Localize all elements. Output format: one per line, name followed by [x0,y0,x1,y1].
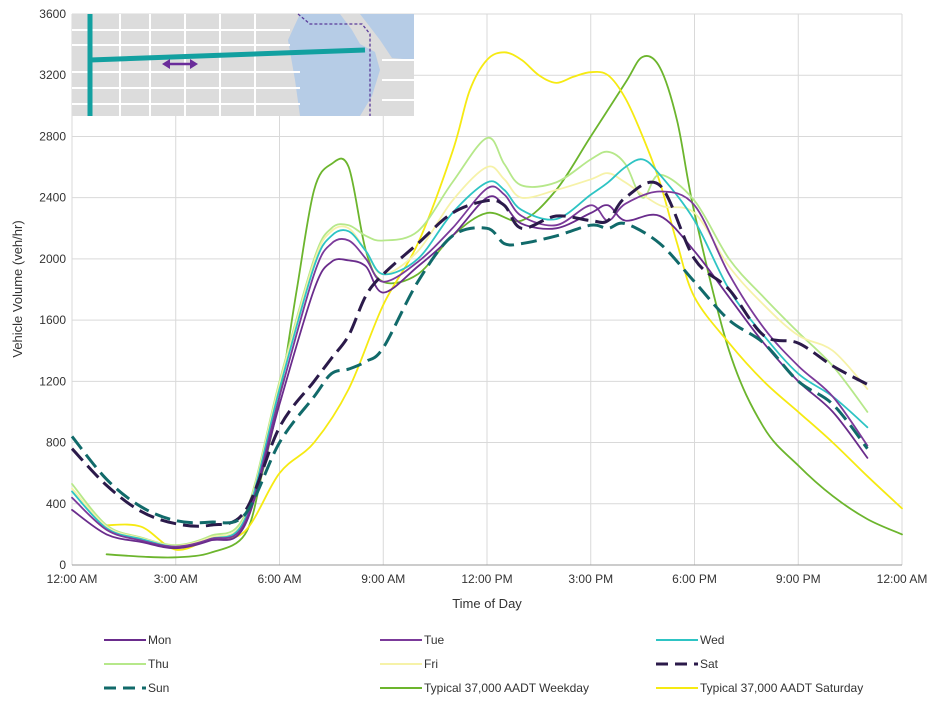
x-tick-label: 6:00 PM [672,572,717,586]
x-tick-label: 9:00 PM [776,572,821,586]
y-tick-label: 3200 [39,68,66,82]
legend-label: Tue [424,633,445,647]
legend-label: Sat [700,657,719,671]
legend-label: Sun [148,681,169,695]
legend-label: Typical 37,000 AADT Saturday [700,681,863,695]
x-tick-label: 3:00 PM [568,572,613,586]
x-axis-label: Time of Day [452,596,522,611]
x-tick-label: 12:00 PM [461,572,512,586]
y-tick-label: 0 [59,558,66,572]
map-road-study-corridor [89,47,366,63]
legend-label: Fri [424,657,438,671]
y-tick-label: 800 [46,436,66,450]
x-axis-ticks: 12:00 AM 3:00 AM 6:00 AM 9:00 AM 12:00 PM 3:0… [47,572,928,586]
legend-label: Thu [148,657,169,671]
series-line-sat [70,180,869,528]
y-axis-label: Vehicle Volume (veh/hr) [10,220,25,357]
y-tick-label: 1200 [39,374,66,388]
y-tick-label: 3600 [39,7,66,21]
y-tick-label: 2800 [39,129,66,143]
x-tick-label: 3:00 AM [154,572,198,586]
legend-label: Typical 37,000 AADT Weekday [424,681,589,695]
y-tick-label: 1600 [39,313,66,327]
map-water [288,14,380,116]
series-line-typical-37-000-aadt-weekday [105,55,903,559]
map-water-north [360,14,414,60]
series-line-typical-37-000-aadt-saturday [105,51,903,551]
x-tick-label: 6:00 AM [257,572,301,586]
series-lines [70,51,903,559]
series-line-mon [71,195,869,550]
y-tick-label: 400 [46,497,66,511]
double-arrow-icon [162,59,198,69]
y-tick-label: 2000 [39,252,66,266]
y-tick-label: 2400 [39,191,66,205]
map-boundary-line [297,13,371,116]
series-line-fri [71,165,869,547]
x-tick-label: 12:00 AM [877,572,928,586]
x-tick-label: 12:00 AM [47,572,98,586]
legend-label: Mon [148,633,171,647]
series-line-wed [71,158,869,548]
street-map-inset [72,13,414,116]
series-line-thu [71,137,869,547]
x-tick-label: 9:00 AM [361,572,405,586]
legend-label: Wed [700,633,724,647]
series-line-tue [71,185,869,548]
y-axis-ticks: 0 400 800 1200 1600 2000 2400 2800 3200 3600 [39,7,66,572]
legend: Mon Tue Wed Thu Fri Sat Sun Typical 37,000 AADT… [104,633,863,695]
series-line-sun [70,221,869,525]
